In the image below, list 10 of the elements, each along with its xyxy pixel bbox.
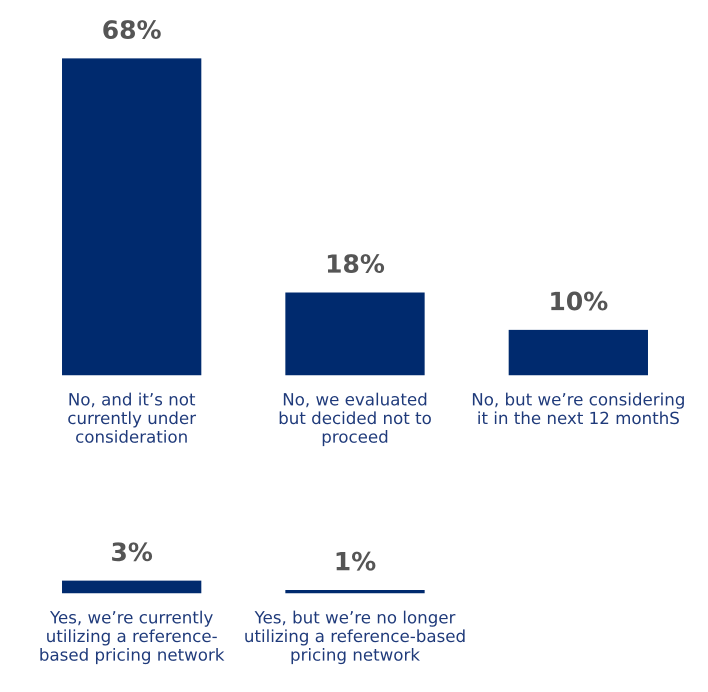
x-tick-label: Yes, we’re currently utilizing a reference- based pricing network bbox=[40, 610, 224, 664]
x-tick-label: Yes, but we’re no longer utilizing a reference-based pricing network bbox=[245, 610, 465, 664]
data-label: 10% bbox=[551, 292, 608, 310]
data-label: 3% bbox=[112, 542, 152, 562]
data-label: 18% bbox=[328, 254, 384, 274]
x-tick-label: No, but we’re considering it in the next 12 monthS bbox=[472, 392, 684, 424]
x-tick-label: No, we evaluated but decided not to proceed bbox=[280, 392, 431, 446]
x-tick-label: No, and it’s not currently under consideration bbox=[68, 392, 196, 443]
data-label: 1% bbox=[336, 552, 376, 571]
data-label: 68% bbox=[103, 20, 161, 40]
